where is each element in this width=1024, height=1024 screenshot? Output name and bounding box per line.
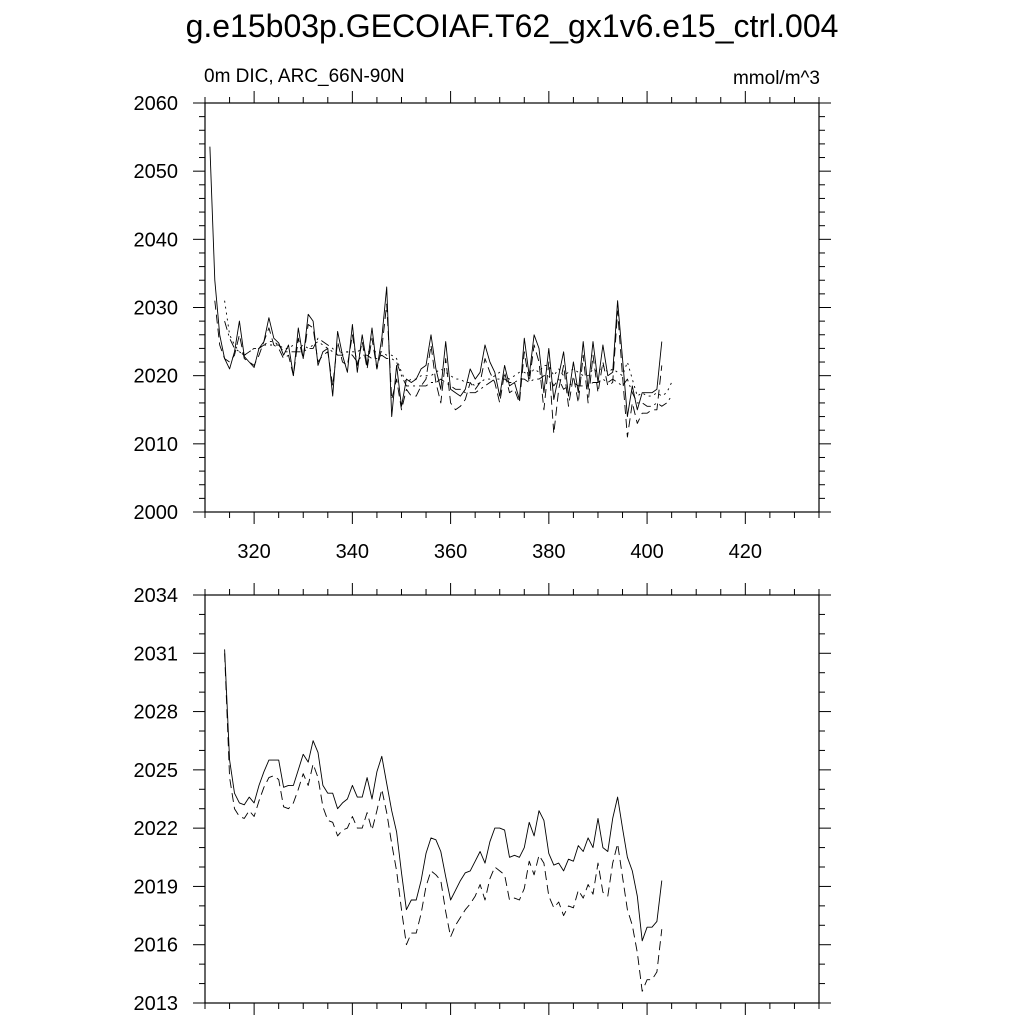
panel2-frame [204,594,820,1004]
panel1-y-tick-label: 2030 [134,298,179,320]
panel1-frame [204,102,820,513]
panel2-series-dashed-line [224,653,663,992]
panel1-y-tick-label: 2060 [134,93,179,115]
panel1-x-tick-label: 380 [532,541,565,563]
panel2-y-tick-label: 2013 [134,993,179,1015]
panel1-x-tick-label: 400 [630,541,663,563]
panel1-x-tick-label: 340 [336,541,369,563]
panel1-series-dashdot-line [224,320,672,407]
panel2-y-tick-label: 2031 [134,643,179,665]
panel1-series-dotted-line [224,300,673,397]
panel1-x-tick-label: 420 [729,541,762,563]
panel1-series-dashed-line [214,300,663,438]
panel1-y-tick-label: 2010 [134,434,179,456]
panel1-series-solid-line [209,146,663,418]
panel2-y-tick-label: 2019 [134,876,179,898]
panel2-series-solid-line [224,649,663,942]
chart-title: g.e15b03p.GECOIAF.T62_gx1v6.e15_ctrl.004 [185,8,839,44]
panel2-y-tick-label: 2016 [134,935,179,957]
panel1-y-tick-label: 2000 [134,502,179,524]
panel2-y-tick-label: 2025 [134,760,179,782]
panel1-x-tick-label: 360 [434,541,467,563]
panel1-y-tick-label: 2020 [134,366,179,388]
panel2-y-tick-label: 2022 [134,818,179,840]
panel2-y-tick-label: 2034 [134,585,179,607]
panel1-y-tick-label: 2050 [134,161,179,183]
subtitle-right: mmol/m^3 [732,68,820,89]
panel2-y-tick-label: 2028 [134,702,179,724]
panel1-x-tick-label: 320 [237,541,270,563]
panel1-y-tick-label: 2040 [134,229,179,251]
subtitle-left: 0m DIC, ARC_66N-90N [204,66,405,87]
